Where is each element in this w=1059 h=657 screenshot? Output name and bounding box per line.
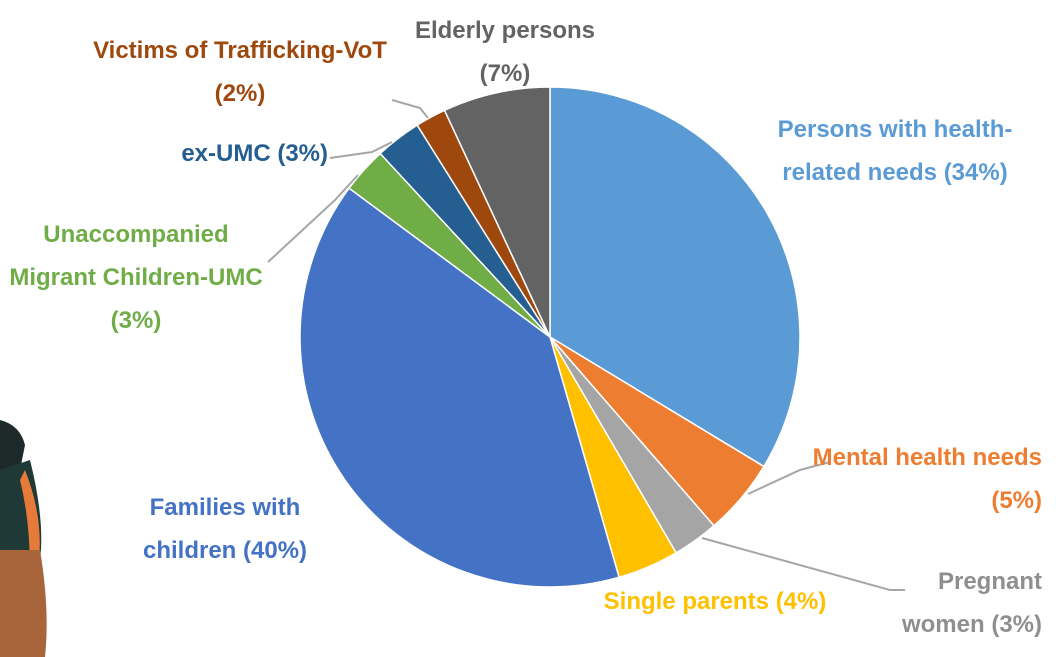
page: Persons with health-related needs (34%) … — [0, 0, 1059, 657]
category-label: Mental health needs — [813, 444, 1042, 471]
value-label: (5%) — [991, 487, 1042, 514]
value-label: (2%) — [215, 80, 266, 107]
slice-label: Elderly persons (7%) — [390, 9, 620, 95]
category-label: Victims of Trafficking-VoT — [93, 37, 387, 64]
pie — [300, 87, 800, 587]
slice-label: Persons with health-related needs (34%) — [770, 108, 1020, 194]
slice-label: Pregnant women (3%) — [860, 560, 1042, 646]
value-label: (3%) — [991, 611, 1042, 638]
decoration — [0, 420, 47, 657]
category-label: Single parents — [604, 588, 769, 615]
value-label: (3%) — [111, 307, 162, 334]
slice-label: Unaccompanied Migrant Children-UMC (3%) — [0, 213, 272, 342]
value-label: (4%) — [776, 588, 827, 615]
value-label: (40%) — [243, 537, 307, 564]
value-label: (7%) — [480, 60, 531, 87]
slice-label: Families with children (40%) — [100, 486, 350, 572]
category-label: Elderly persons — [415, 17, 595, 44]
slice-label: Mental health needs (5%) — [810, 436, 1042, 522]
slice-label: ex-UMC (3%) — [100, 132, 328, 175]
slice-label: Single parents (4%) — [600, 580, 830, 623]
slice-label: Victims of Trafficking-VoT (2%) — [90, 29, 390, 115]
category-label: ex-UMC — [181, 140, 270, 167]
value-label: (34%) — [944, 159, 1008, 186]
category-label: Unaccompanied Migrant Children-UMC — [9, 221, 262, 291]
value-label: (3%) — [277, 140, 328, 167]
